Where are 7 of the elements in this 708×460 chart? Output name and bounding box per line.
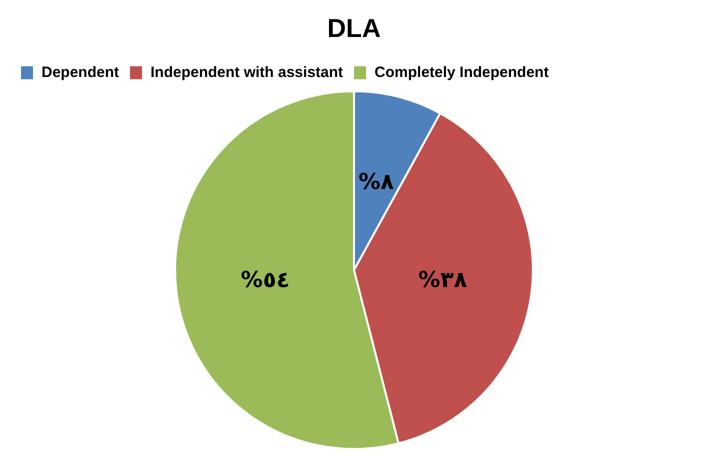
data-label: %٣٨ [418,268,468,294]
chart-title: DLA [327,12,381,43]
legend-label: Completely Independent [374,64,549,81]
data-label: %٥٤ [240,268,290,294]
legend-label: Dependent [42,64,120,81]
legend-label: Independent with assistant [150,64,344,81]
data-label: %٨ [358,170,395,196]
